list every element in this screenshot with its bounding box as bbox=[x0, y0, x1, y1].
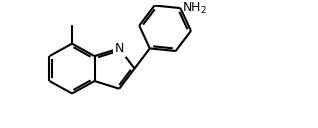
Text: NH$_2$: NH$_2$ bbox=[183, 1, 207, 16]
Text: N: N bbox=[114, 42, 124, 55]
